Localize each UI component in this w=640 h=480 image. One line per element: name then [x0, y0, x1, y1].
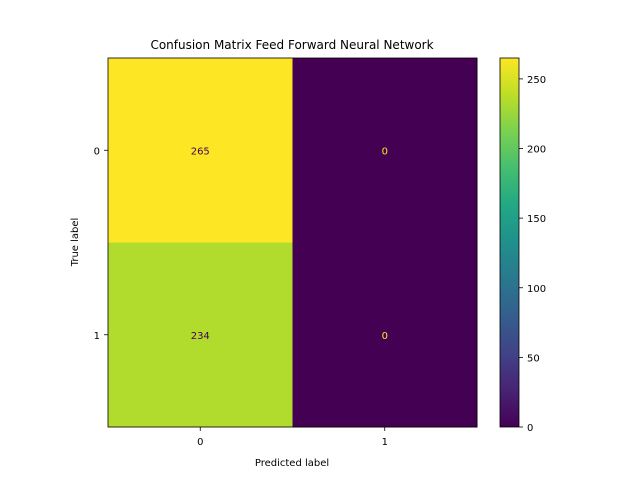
cell-value-0-1: 0 [382, 146, 388, 157]
x-axis-label: Predicted label [255, 458, 329, 469]
y-axis-label: True label [70, 218, 81, 268]
y-axis-ticks: 01 [94, 146, 108, 342]
colorbar-tick-label-0: 0 [527, 423, 533, 434]
cell-value-0-0: 265 [191, 146, 210, 157]
y-tick-label-0: 0 [94, 146, 100, 157]
colorbar-tick-label-1: 50 [527, 353, 540, 364]
x-tick-label-0: 0 [197, 437, 203, 448]
heatmap-cell-0-0 [108, 58, 293, 243]
colorbar-tick-label-5: 250 [527, 75, 546, 86]
plot-frame [107, 57, 478, 428]
x-tick-label-1: 1 [382, 437, 388, 448]
chart-title: Confusion Matrix Feed Forward Neural Net… [150, 38, 433, 52]
cell-value-1-1: 0 [382, 331, 388, 342]
colorbar-tick-label-2: 100 [527, 284, 546, 295]
colorbar [499, 57, 520, 428]
heatmap-cells: 265 0 234 0 [108, 58, 478, 428]
heatmap-cell-0-1 [292, 58, 478, 243]
cell-value-1-0: 234 [191, 331, 210, 342]
y-tick-label-1: 1 [94, 331, 100, 342]
colorbar-tick-label-3: 150 [527, 214, 546, 225]
colorbar-tick-label-4: 200 [527, 145, 546, 156]
colorbar-ticks: 0 50 100 150 200 250 [519, 75, 546, 434]
heatmap-cell-1-0 [108, 242, 293, 428]
heatmap-cell-1-1 [292, 242, 478, 428]
